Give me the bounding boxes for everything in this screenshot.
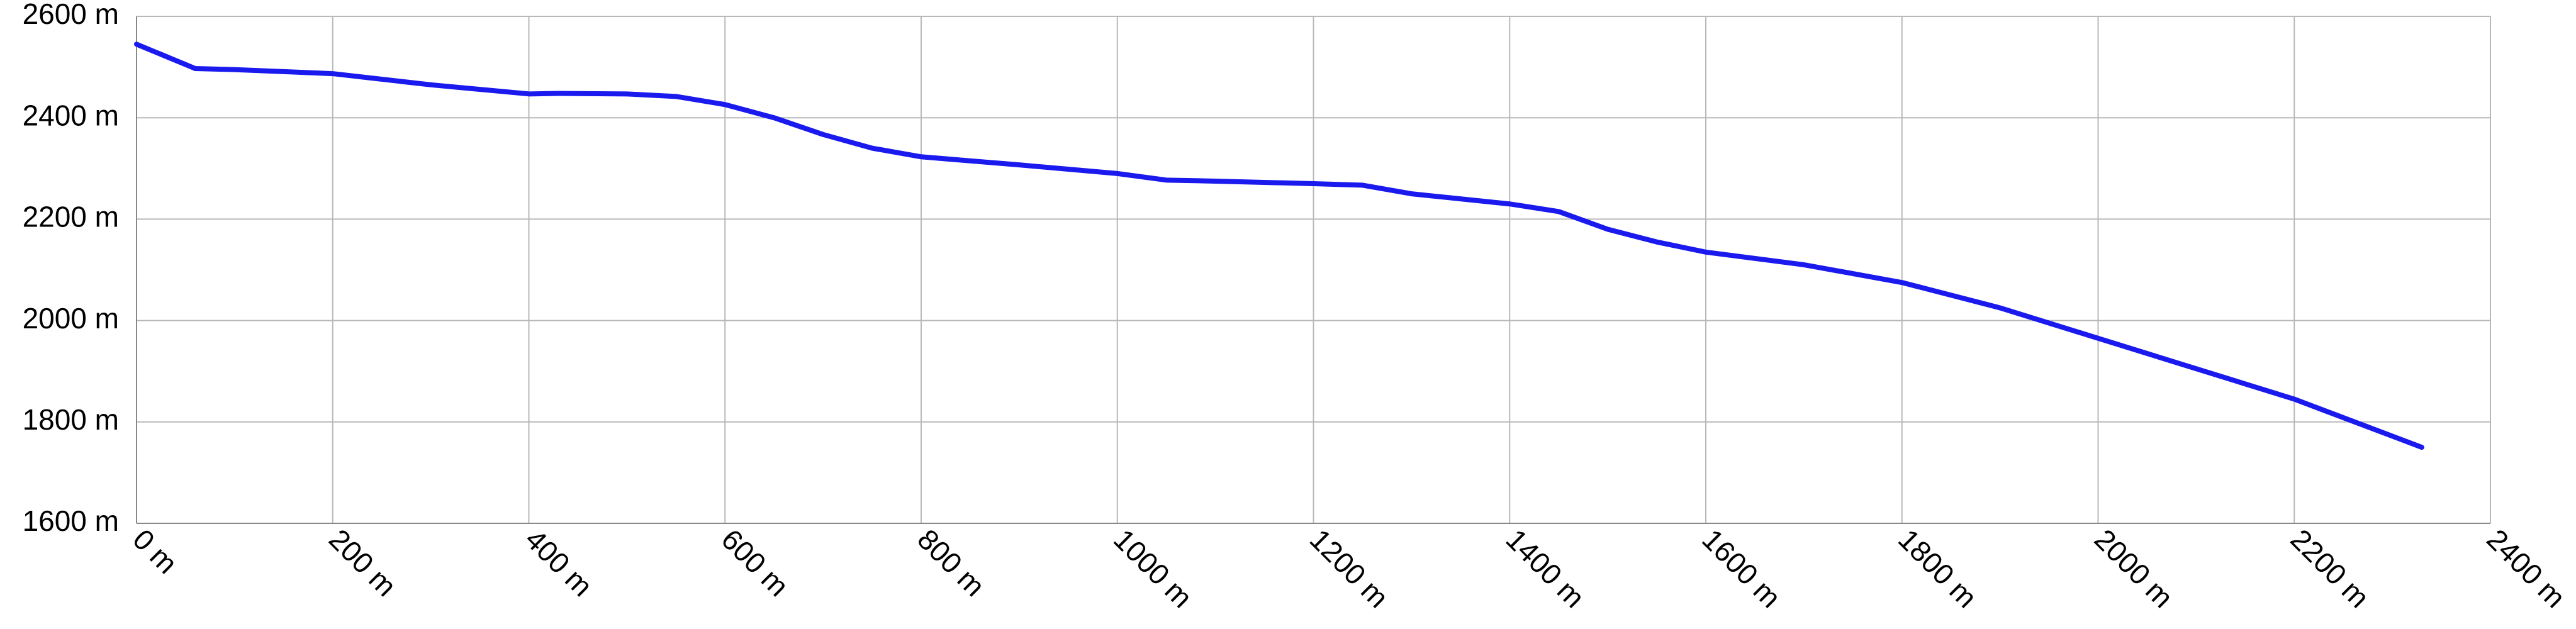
x-tick-label: 200 m	[323, 523, 403, 603]
y-tick-label: 2200 m	[23, 201, 119, 233]
x-tick-label: 1400 m	[1500, 523, 1591, 614]
x-tick-label: 1200 m	[1304, 523, 1395, 614]
x-tick-label: 2400 m	[2480, 523, 2572, 614]
x-tick-label: 800 m	[911, 523, 991, 603]
x-tick-label: 2200 m	[2285, 523, 2376, 614]
x-tick-label: 1000 m	[1107, 523, 1199, 614]
x-tick-label: 0 m	[126, 523, 184, 580]
x-tick-label: 1600 m	[1696, 523, 1787, 614]
elevation-line	[134, 42, 2424, 450]
x-tick-label: 2000 m	[2088, 523, 2180, 614]
x-tick-label: 600 m	[715, 523, 795, 603]
y-tick-label: 2400 m	[23, 99, 119, 131]
y-tick-label: 2600 m	[23, 0, 119, 30]
y-tick-label: 1600 m	[23, 504, 119, 537]
x-tick-label: 400 m	[519, 523, 599, 603]
x-tick-label: 1800 m	[1892, 523, 1983, 614]
y-tick-label: 1800 m	[23, 403, 119, 436]
y-tick-label: 2000 m	[23, 302, 119, 335]
